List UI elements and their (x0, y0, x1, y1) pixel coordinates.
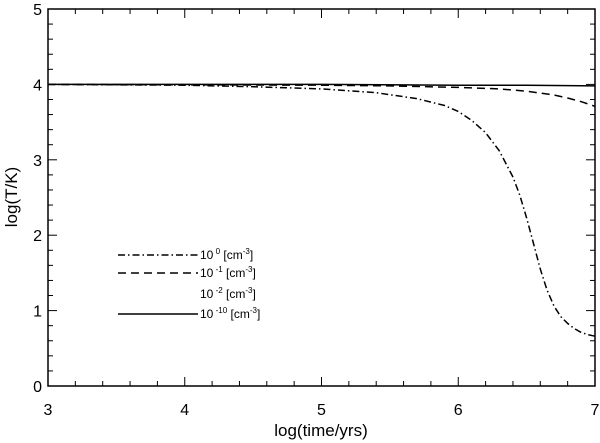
series-line-dash-dot (47, 83, 596, 337)
y-tick-label: 3 (33, 153, 42, 170)
legend-label: 10 0 [cm-3] (200, 247, 253, 262)
x-axis-title: log(time/yrs) (274, 421, 368, 440)
x-tick-label: 4 (180, 402, 189, 419)
plot-frame (47, 8, 596, 387)
y-tick-label: 5 (33, 2, 42, 19)
x-tick-label: 7 (591, 402, 600, 419)
y-tick-label: 1 (33, 304, 42, 321)
y-tick-label: 4 (33, 77, 42, 94)
x-tick-label: 3 (44, 402, 53, 419)
x-tick-label: 5 (317, 402, 326, 419)
y-tick-label: 0 (33, 379, 42, 396)
x-tick-labels: 3 4 5 6 7 (44, 402, 600, 419)
x-tick-label: 6 (454, 402, 463, 419)
y-tick-label: 2 (33, 228, 42, 245)
legend: 10 0 [cm-3] 10 -1 [cm-3] 10 -2 [cm-3] 10 -1… (118, 247, 260, 321)
series-layer (47, 83, 596, 337)
legend-label: 10 -10 [cm-3] (200, 306, 260, 321)
legend-label: 10 -1 [cm-3] (200, 265, 256, 280)
legend-label: 10 -2 [cm-3] (200, 286, 256, 301)
y-tick-labels: 0 1 2 3 4 5 (33, 2, 42, 396)
series-line-solid (48, 83, 596, 87)
series-line-dash (47, 83, 596, 108)
y-axis-title: log(T/K) (2, 167, 21, 227)
axis-ticks (48, 9, 595, 386)
